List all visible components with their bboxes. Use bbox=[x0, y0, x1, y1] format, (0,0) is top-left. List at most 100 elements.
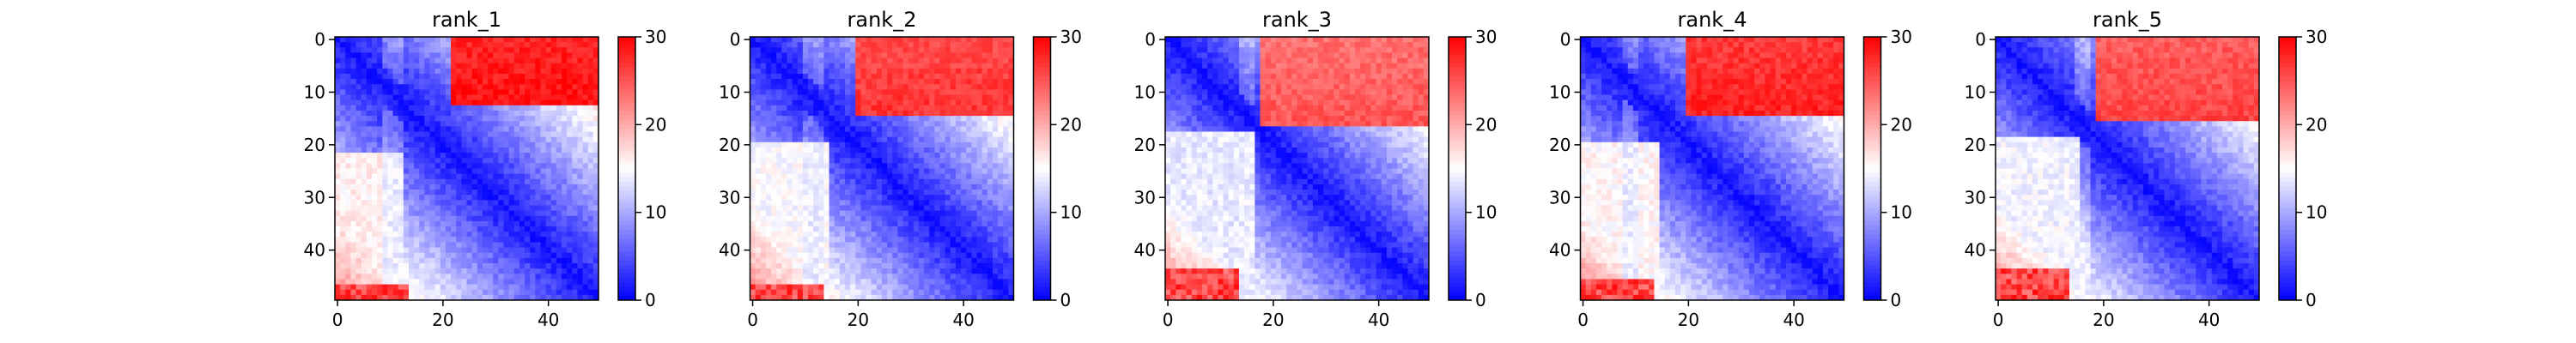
heatmap-cell bbox=[955, 84, 962, 90]
heatmap-cell bbox=[818, 110, 824, 117]
heatmap-cell bbox=[792, 205, 799, 212]
heatmap-cell bbox=[808, 147, 814, 153]
heatmap-cell bbox=[471, 153, 478, 159]
heatmap-cell bbox=[892, 99, 898, 106]
heatmap-cell bbox=[440, 168, 447, 175]
heatmap-cell bbox=[530, 274, 536, 280]
heatmap-cell bbox=[382, 252, 388, 259]
heatmap-cell bbox=[755, 184, 762, 190]
heatmap-cell bbox=[892, 263, 898, 269]
heatmap-cell bbox=[1008, 116, 1014, 122]
heatmap-cell bbox=[451, 205, 457, 212]
heatmap-cell bbox=[760, 163, 767, 169]
heatmap-cell bbox=[513, 94, 520, 101]
heatmap-cell bbox=[850, 105, 856, 111]
heatmap-cell bbox=[976, 126, 983, 132]
heatmap-cell bbox=[871, 252, 878, 259]
heatmap-cell bbox=[892, 247, 898, 254]
heatmap-cell bbox=[771, 168, 777, 175]
heatmap-cell bbox=[503, 110, 510, 117]
heatmap-cell bbox=[556, 116, 562, 122]
heatmap-cell bbox=[361, 47, 368, 53]
heatmap-cell bbox=[818, 94, 824, 101]
heatmap-cell bbox=[908, 158, 914, 164]
heatmap-cell bbox=[760, 121, 767, 127]
heatmap-cell bbox=[545, 284, 552, 291]
heatmap-cell bbox=[493, 121, 499, 127]
heatmap-cell bbox=[829, 84, 835, 90]
heatmap-cell bbox=[519, 268, 526, 274]
heatmap-cell bbox=[945, 110, 951, 117]
heatmap-cell bbox=[361, 153, 368, 159]
heatmap-cell bbox=[971, 52, 977, 58]
heatmap-cell bbox=[897, 52, 903, 58]
heatmap-cell bbox=[335, 205, 341, 212]
heatmap-cell bbox=[950, 116, 957, 122]
heatmap-cell bbox=[792, 226, 799, 232]
heatmap-cell bbox=[771, 268, 777, 274]
heatmap-cell bbox=[382, 116, 388, 122]
heatmap-cell bbox=[445, 42, 452, 48]
heatmap-cell bbox=[345, 116, 351, 122]
heatmap-cell bbox=[508, 200, 515, 206]
heatmap-cell bbox=[414, 226, 420, 232]
heatmap-cell bbox=[587, 190, 594, 196]
heatmap-cell bbox=[345, 242, 351, 248]
heatmap-cell bbox=[787, 57, 793, 64]
heatmap-cell bbox=[361, 184, 368, 190]
heatmap-cell bbox=[371, 99, 378, 106]
colorbar-tick-label: 20 bbox=[645, 114, 666, 135]
heatmap-cell bbox=[371, 220, 378, 227]
heatmap-cell bbox=[556, 163, 562, 169]
heatmap-cell bbox=[556, 237, 562, 243]
heatmap-cell bbox=[866, 279, 872, 285]
heatmap-cell bbox=[456, 190, 462, 196]
heatmap-cell bbox=[998, 89, 1004, 95]
heatmap-cell bbox=[902, 141, 909, 148]
heatmap-cell bbox=[562, 263, 568, 269]
heatmap-cell bbox=[493, 210, 499, 217]
colorbar-tick-label: 0 bbox=[645, 290, 656, 310]
heatmap-cell bbox=[918, 232, 925, 238]
heatmap-cell bbox=[823, 73, 829, 80]
heatmap-cell bbox=[755, 126, 762, 132]
heatmap-cell bbox=[577, 153, 583, 159]
heatmap-cell bbox=[966, 47, 972, 53]
heatmap-cell bbox=[939, 168, 946, 175]
heatmap-cell bbox=[776, 42, 782, 48]
heatmap-cell bbox=[361, 242, 368, 248]
heatmap-cell bbox=[897, 178, 903, 185]
heatmap-cell bbox=[340, 252, 346, 259]
heatmap-cell bbox=[971, 232, 977, 238]
heatmap-cell bbox=[945, 190, 951, 196]
heatmap-cell bbox=[403, 163, 410, 169]
heatmap-cell bbox=[414, 173, 420, 180]
heatmap-cell bbox=[582, 99, 589, 106]
heatmap-cell bbox=[850, 215, 856, 222]
heatmap-cell bbox=[998, 257, 1004, 264]
heatmap-cell bbox=[1008, 105, 1014, 111]
heatmap-cell bbox=[387, 252, 393, 259]
heatmap-cell bbox=[567, 47, 573, 53]
heatmap-cell bbox=[850, 116, 856, 122]
heatmap-cell bbox=[577, 63, 583, 69]
heatmap-cell bbox=[550, 89, 557, 95]
heatmap-cell bbox=[556, 89, 562, 95]
heatmap-cell bbox=[908, 205, 914, 212]
heatmap-cell bbox=[955, 226, 962, 232]
heatmap-cell bbox=[887, 73, 893, 80]
heatmap-cell bbox=[887, 94, 893, 101]
heatmap-cell bbox=[866, 141, 872, 148]
heatmap-cell bbox=[525, 42, 531, 48]
heatmap-cell bbox=[961, 158, 967, 164]
heatmap-cell bbox=[924, 226, 930, 232]
heatmap-cell bbox=[776, 190, 782, 196]
heatmap-cell bbox=[361, 94, 368, 101]
heatmap-cell bbox=[834, 158, 841, 164]
heatmap-cell bbox=[892, 84, 898, 90]
heatmap-cell bbox=[1003, 136, 1009, 143]
heatmap-cell bbox=[424, 147, 430, 153]
heatmap-cell bbox=[998, 47, 1004, 53]
heatmap-cell bbox=[345, 94, 351, 101]
heatmap-cell bbox=[366, 168, 373, 175]
